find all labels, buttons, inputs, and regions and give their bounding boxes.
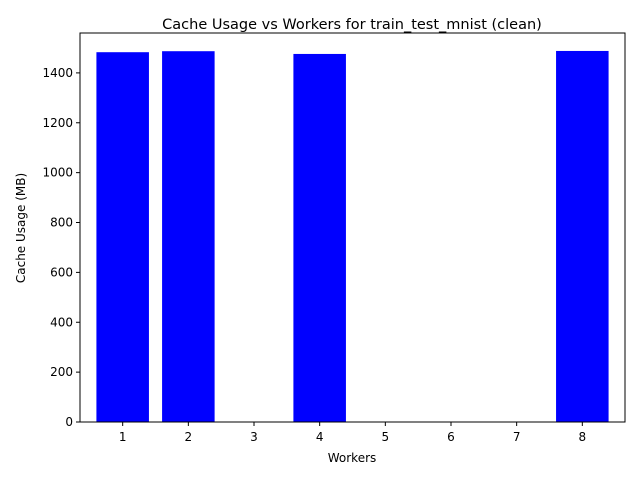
bars — [96, 50, 609, 422]
x-tick-label: 8 — [578, 430, 586, 444]
x-tick-label: 5 — [382, 430, 390, 444]
x-tick-label: 2 — [185, 430, 193, 444]
y-axis: 0 200 400 600 800 1000 1200 1400 — [42, 66, 80, 429]
y-tick-label: 800 — [50, 216, 73, 230]
x-tick-label: 3 — [250, 430, 258, 444]
bar-workers-2 — [162, 51, 215, 422]
bar-workers-4 — [293, 53, 346, 422]
y-tick-label: 400 — [50, 315, 73, 329]
y-tick-label: 200 — [50, 365, 73, 379]
y-axis-label: Cache Usage (MB) — [14, 173, 28, 283]
x-tick-label: 6 — [447, 430, 455, 444]
x-tick-label: 4 — [316, 430, 324, 444]
y-tick-label: 600 — [50, 265, 73, 279]
y-tick-label: 1000 — [42, 166, 73, 180]
x-axis: 1 2 3 4 5 6 7 8 — [119, 422, 586, 444]
chart-title: Cache Usage vs Workers for train_test_mn… — [162, 17, 542, 33]
bar-workers-8 — [556, 50, 609, 422]
x-axis-label: Workers — [328, 451, 377, 465]
y-tick-label: 1200 — [42, 116, 73, 130]
plot-frame — [79, 32, 626, 423]
x-tick-label: 1 — [119, 430, 127, 444]
bar-workers-1 — [96, 52, 149, 422]
x-tick-label: 7 — [513, 430, 521, 444]
y-tick-label: 1400 — [42, 66, 73, 80]
y-tick-label: 0 — [65, 415, 73, 429]
